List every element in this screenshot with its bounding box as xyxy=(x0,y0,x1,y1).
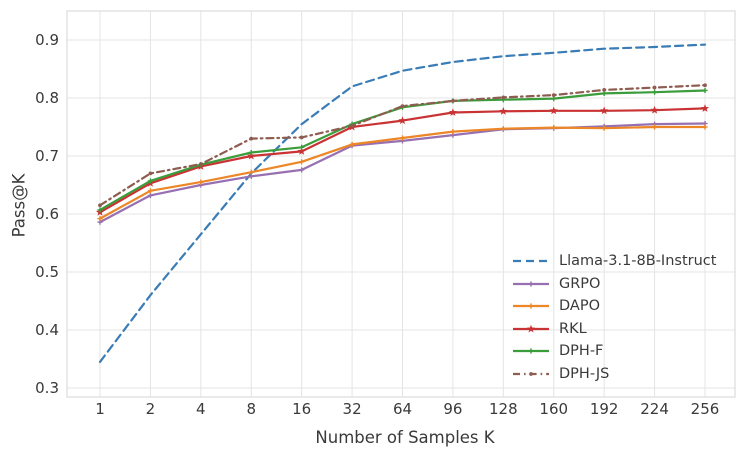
series-DPH-JS-marker-dot xyxy=(299,135,304,140)
x-tick-label: 2 xyxy=(146,400,156,418)
legend-item-DPH-F[interactable]: DPH-F xyxy=(512,340,716,363)
legend: Llama-3.1-8B-Instruct GRPO DAPO RKL DPH-F DPH… xyxy=(512,250,716,385)
series-RKL-marker-star xyxy=(700,104,710,112)
y-tick-label: 0.7 xyxy=(35,147,59,165)
y-tick-label: 0.5 xyxy=(35,263,59,281)
x-axis-label: Number of Samples K xyxy=(315,428,495,447)
series-RKL-marker-star xyxy=(247,151,256,160)
series-DPH-JS-marker-dot xyxy=(400,104,405,109)
series-DPH-JS-marker-dot xyxy=(249,136,254,141)
y-axis-label: Pass@K xyxy=(9,173,29,238)
legend-item-DAPO[interactable]: DAPO xyxy=(512,295,716,318)
legend-line-sample xyxy=(513,260,549,263)
x-tick-label: 192 xyxy=(590,400,619,418)
series-DPH-JS-marker-dot xyxy=(451,99,455,103)
x-tick-label: 128 xyxy=(489,400,518,418)
legend-item-Llama-3.1-8B-Instruct[interactable]: Llama-3.1-8B-Instruct xyxy=(512,250,716,273)
series-DPH-JS-marker-dot xyxy=(350,123,354,128)
legend-label: DPH-F xyxy=(559,343,604,360)
series-DPH-JS-marker-dot xyxy=(198,162,203,167)
x-tick-label: 8 xyxy=(246,400,256,418)
x-tick-label: 64 xyxy=(393,400,412,418)
y-tick-label: 0.9 xyxy=(35,31,59,49)
legend-label: DPH-JS xyxy=(559,365,610,382)
legend-item-GRPO[interactable]: GRPO xyxy=(512,273,716,296)
series-RKL-marker-star xyxy=(398,116,407,125)
legend-label: DAPO xyxy=(559,298,600,315)
x-tick-label: 4 xyxy=(196,400,206,418)
legend-item-DPH-JS[interactable]: DPH-JS xyxy=(512,363,716,386)
series-line-Llama-3.1-8B-Instruct xyxy=(98,43,707,363)
legend-line-sample xyxy=(513,371,549,376)
series-RKL-marker-star xyxy=(650,105,659,114)
y-tick-label: 0.8 xyxy=(35,89,59,107)
x-tick-label: 160 xyxy=(539,400,568,418)
legend-line-sample xyxy=(513,281,549,287)
x-tick-label: 32 xyxy=(343,400,362,418)
legend-label: Llama-3.1-8B-Instruct xyxy=(559,253,717,270)
series-DPH-JS-marker-dot xyxy=(551,93,556,97)
x-tick-label: 256 xyxy=(691,400,720,418)
series-DPH-JS-marker-dot xyxy=(652,85,657,90)
legend-line-sample xyxy=(513,348,549,354)
x-tick-label: 96 xyxy=(443,400,462,418)
series-DPH-JS-marker-dot xyxy=(148,171,153,176)
legend-label: RKL xyxy=(559,320,587,337)
y-tick-label: 0.6 xyxy=(35,205,59,223)
legend-line-sample xyxy=(513,324,549,333)
series-DPH-JS-marker-dot xyxy=(703,83,707,88)
plot-border xyxy=(66,10,736,398)
x-tick-label: 224 xyxy=(640,400,669,418)
x-tick-label: 16 xyxy=(292,400,311,418)
series-DPH-JS-marker-dot xyxy=(501,95,506,100)
legend-line-sample xyxy=(513,303,549,309)
series-RKL-marker-star xyxy=(499,107,508,115)
legend-label: GRPO xyxy=(559,275,601,292)
series-RKL-marker-star xyxy=(600,106,609,115)
series-DPH-JS-marker-dot xyxy=(98,203,102,208)
series-RKL-marker-star xyxy=(448,108,458,116)
y-tick-label: 0.3 xyxy=(35,379,59,397)
x-tick-label: 1 xyxy=(95,400,105,418)
y-tick-label: 0.4 xyxy=(35,321,59,339)
legend-item-RKL[interactable]: RKL xyxy=(512,318,716,341)
series-RKL-marker-star xyxy=(549,106,558,115)
series-DPH-JS-marker-dot xyxy=(602,87,607,92)
series-RKL-marker-star xyxy=(297,147,306,155)
